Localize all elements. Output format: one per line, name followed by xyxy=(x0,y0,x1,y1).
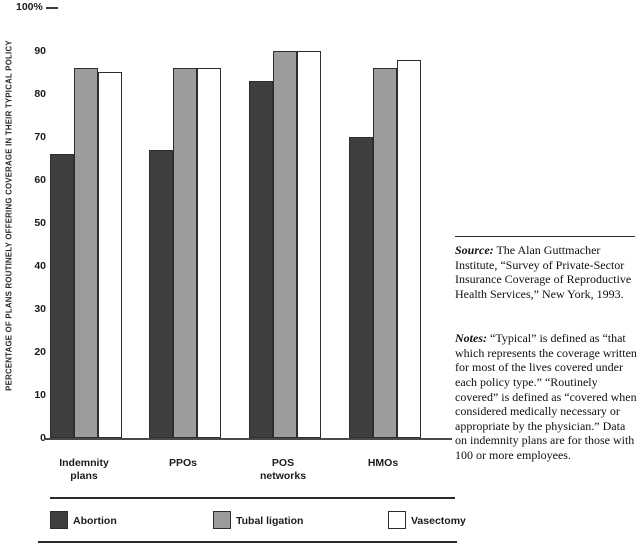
x-category-label-ppos: PPOs xyxy=(168,457,197,469)
legend-top-rule xyxy=(50,497,455,499)
y-tick-label-50: 50 xyxy=(34,217,46,229)
legend-label-abortion: Abortion xyxy=(73,515,117,527)
legend-label-tubal-ligation: Tubal ligation xyxy=(236,515,304,527)
y-tick-label-80: 80 xyxy=(34,88,46,100)
y-tick-label-70: 70 xyxy=(34,131,46,143)
bar-ppos-tubal-ligation xyxy=(173,68,197,438)
legend-swatch-vasectomy xyxy=(388,511,406,529)
x-category-label-pos: POS networks xyxy=(259,457,307,483)
y-axis-top-tick xyxy=(46,7,58,9)
bar-ppos-vasectomy xyxy=(197,68,221,438)
legend-bottom-rule xyxy=(38,541,457,543)
bar-indemnity-abortion xyxy=(50,154,74,438)
y-tick-label-40: 40 xyxy=(34,260,46,272)
source-divider-rule xyxy=(455,236,635,237)
bar-pos-vasectomy xyxy=(297,51,321,438)
y-tick-label-90: 90 xyxy=(34,45,46,57)
x-category-label-indemnity: Indemnity plans xyxy=(59,457,109,483)
x-axis-baseline xyxy=(44,438,452,440)
x-category-label-hmos: HMOs xyxy=(367,457,399,469)
source-label: Source: xyxy=(455,243,494,257)
source-note: Source: The Alan Guttmacher Institute, “… xyxy=(455,243,637,302)
y-tick-label-10: 10 xyxy=(34,389,46,401)
bar-hmos-vasectomy xyxy=(397,60,421,438)
bar-ppos-abortion xyxy=(149,150,173,438)
y-axis-top-label: 100% xyxy=(16,1,43,13)
notes-note: Notes: “Typical” is defined as “that whi… xyxy=(455,331,637,463)
bar-hmos-tubal-ligation xyxy=(373,68,397,438)
y-tick-label-60: 60 xyxy=(34,174,46,186)
bar-hmos-abortion xyxy=(349,137,373,438)
legend-swatch-tubal-ligation xyxy=(213,511,231,529)
notes-text: “Typical” is defined as “that which repr… xyxy=(455,331,637,462)
legend-swatch-abortion xyxy=(50,511,68,529)
y-tick-label-20: 20 xyxy=(34,346,46,358)
bar-pos-tubal-ligation xyxy=(273,51,297,438)
source-text: The Alan Guttmacher Institute, “Survey o… xyxy=(455,243,632,301)
notes-label: Notes: xyxy=(455,331,487,345)
bar-pos-abortion xyxy=(249,81,273,438)
bar-indemnity-tubal-ligation xyxy=(74,68,98,438)
legend-label-vasectomy: Vasectomy xyxy=(411,515,466,527)
y-tick-label-0: 0 xyxy=(14,432,46,444)
y-tick-label-30: 30 xyxy=(34,303,46,315)
bar-indemnity-vasectomy xyxy=(98,72,122,438)
y-axis-title: PERCENTAGE OF PLANS ROUTINELY OFFERING C… xyxy=(4,40,14,391)
